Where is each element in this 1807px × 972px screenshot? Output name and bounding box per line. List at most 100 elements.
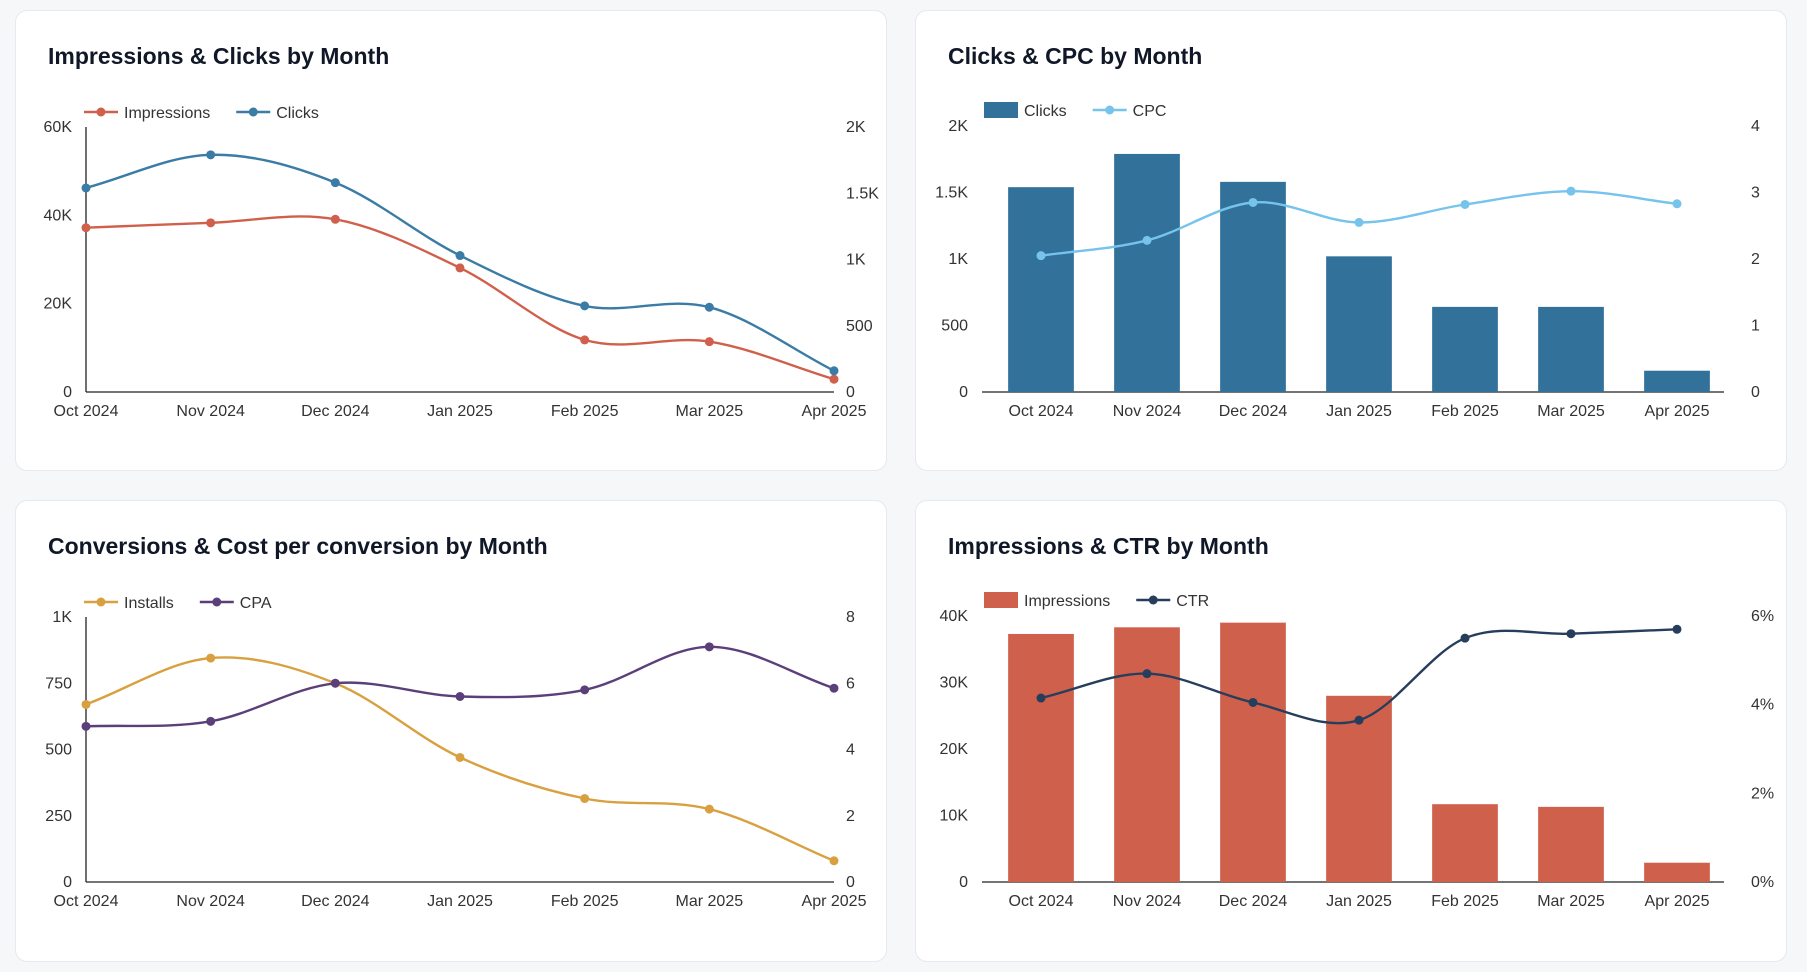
x-tick-label: Mar 2025 <box>676 893 744 910</box>
x-tick-label: Mar 2025 <box>1537 403 1605 420</box>
y-right-tick-label: 3 <box>1751 185 1760 202</box>
x-tick-label: Dec 2024 <box>1219 893 1288 910</box>
y-left-tick-label: 1K <box>52 609 72 626</box>
chart-title: Impressions & Clicks by Month <box>48 43 390 69</box>
legend-label-ctr: CTR <box>1176 593 1209 610</box>
y-right-tick-label: 2 <box>846 808 855 825</box>
data-point-ctr <box>1248 697 1258 707</box>
x-tick-label: Feb 2025 <box>551 403 619 420</box>
data-point-cpc <box>1354 217 1364 227</box>
legend-label-impressions: Impressions <box>1024 593 1110 610</box>
y-right-tick-label: 0 <box>1751 384 1760 401</box>
chart-title: Conversions & Cost per conversion by Mon… <box>48 533 548 559</box>
series-line-impressions <box>85 215 835 381</box>
data-point-clicks <box>580 301 590 311</box>
y-left-tick-label: 10K <box>940 808 969 825</box>
data-point-impressions <box>81 223 91 233</box>
legend-swatch-clicks <box>984 102 1018 118</box>
data-point-cpc <box>1036 251 1046 261</box>
y-right-tick-label: 4% <box>1751 697 1774 714</box>
y-right-tick-label: 0 <box>846 384 855 401</box>
x-tick-label: Jan 2025 <box>1326 403 1392 420</box>
y-left-tick-label: 500 <box>941 318 968 335</box>
clicks-cpc-chart: 0 500 1K 1.5K 2K 0 1 2 3 4 Oct 2024 Nov 2024 Dec 202… <box>935 102 1760 420</box>
y-right-tick-label: 2 <box>1751 251 1760 268</box>
x-tick-label: Apr 2025 <box>1645 893 1710 910</box>
y-left-tick-label: 250 <box>45 808 72 825</box>
data-point-ctr <box>1142 669 1152 679</box>
bar-clicks <box>1432 306 1498 392</box>
data-point-ctr <box>1354 715 1364 725</box>
impressions-ctr-chart: 0 10K 20K 30K 40K 0% 2% 4% 6% Oct 2024 Nov 2024 Dec… <box>940 592 1774 910</box>
x-tick-label: Jan 2025 <box>1326 893 1392 910</box>
chart-card-impressions-ctr: Impressions & CTR by Month 0 10K 20K 30K 40K… <box>915 500 1787 962</box>
x-tick-label: Nov 2024 <box>1113 893 1182 910</box>
legend-marker-impressions <box>96 107 106 117</box>
data-point-installs <box>206 653 216 663</box>
data-point-cpc <box>1460 199 1470 209</box>
x-tick-label: Nov 2024 <box>1113 403 1182 420</box>
y-right-tick-label: 0 <box>846 874 855 891</box>
data-point-cpa <box>455 692 465 701</box>
x-tick-label: Oct 2024 <box>1009 893 1074 910</box>
y-left-tick-label: 2K <box>948 118 968 135</box>
data-point-clicks <box>81 183 91 193</box>
bar-impressions <box>1114 627 1180 882</box>
x-tick-label: Feb 2025 <box>1431 403 1499 420</box>
legend-marker-clicks <box>248 107 258 117</box>
x-tick-label: Mar 2025 <box>1537 893 1605 910</box>
data-point-impressions <box>455 263 465 273</box>
y-right-tick-label: 4 <box>846 742 855 759</box>
impressions-clicks-chart: 0 20K 40K 60K 0 500 1K 1.5K 2K Oct 2024 Nov 2024 De… <box>44 105 880 420</box>
y-right-tick-label: 1.5K <box>846 185 879 202</box>
legend-label-clicks: Clicks <box>276 105 319 122</box>
chart-card-impressions-clicks: Impressions & Clicks by Month 0 20K 40K 60K… <box>15 10 887 471</box>
data-point-installs <box>704 804 714 814</box>
y-left-tick-label: 0 <box>959 384 968 401</box>
legend-marker-cpa <box>212 597 222 607</box>
bar-clicks <box>1538 306 1604 392</box>
data-point-clicks <box>330 178 340 188</box>
bar-impressions <box>1008 633 1074 882</box>
y-right-tick-label: 6% <box>1751 608 1774 625</box>
y-left-tick-label: 1K <box>948 251 968 268</box>
bar-clicks <box>1008 187 1074 392</box>
data-point-cpa <box>206 716 216 726</box>
bar-clicks <box>1220 181 1286 392</box>
bar-clicks <box>1326 256 1392 392</box>
legend-label-cpa: CPA <box>240 595 272 612</box>
y-left-tick-label: 40K <box>940 608 969 625</box>
x-tick-label: Nov 2024 <box>176 893 245 910</box>
y-left-tick-label: 750 <box>45 675 72 692</box>
bar-impressions <box>1220 622 1286 882</box>
data-point-impressions <box>580 335 590 345</box>
data-point-cpa <box>330 678 340 688</box>
x-tick-label: Oct 2024 <box>54 893 119 910</box>
data-point-cpa <box>580 685 590 695</box>
legend-label-cpc: CPC <box>1133 103 1167 120</box>
y-left-tick-label: 0 <box>959 874 968 891</box>
legend-marker-cpc <box>1105 105 1115 115</box>
data-point-ctr <box>1460 633 1470 643</box>
data-point-installs <box>81 699 91 709</box>
data-point-clicks <box>455 251 465 261</box>
x-tick-label: Nov 2024 <box>176 403 245 420</box>
y-right-tick-label: 2% <box>1751 785 1774 802</box>
data-point-cpa <box>829 683 839 693</box>
legend-swatch-impressions <box>984 592 1018 608</box>
data-point-installs <box>580 794 590 804</box>
data-point-impressions <box>829 374 839 384</box>
y-right-tick-label: 0% <box>1751 874 1774 891</box>
bar-impressions <box>1538 806 1604 882</box>
data-point-impressions <box>206 218 216 228</box>
y-right-tick-label: 1K <box>846 252 866 269</box>
x-tick-label: Dec 2024 <box>1219 403 1288 420</box>
x-tick-label: Dec 2024 <box>301 403 370 420</box>
y-left-tick-label: 40K <box>44 207 73 224</box>
data-point-clicks <box>206 150 216 160</box>
data-point-ctr <box>1672 624 1682 634</box>
y-right-tick-label: 1 <box>1751 318 1760 335</box>
x-tick-label: Apr 2025 <box>802 403 867 420</box>
y-right-tick-label: 8 <box>846 609 855 626</box>
x-tick-label: Oct 2024 <box>54 403 119 420</box>
